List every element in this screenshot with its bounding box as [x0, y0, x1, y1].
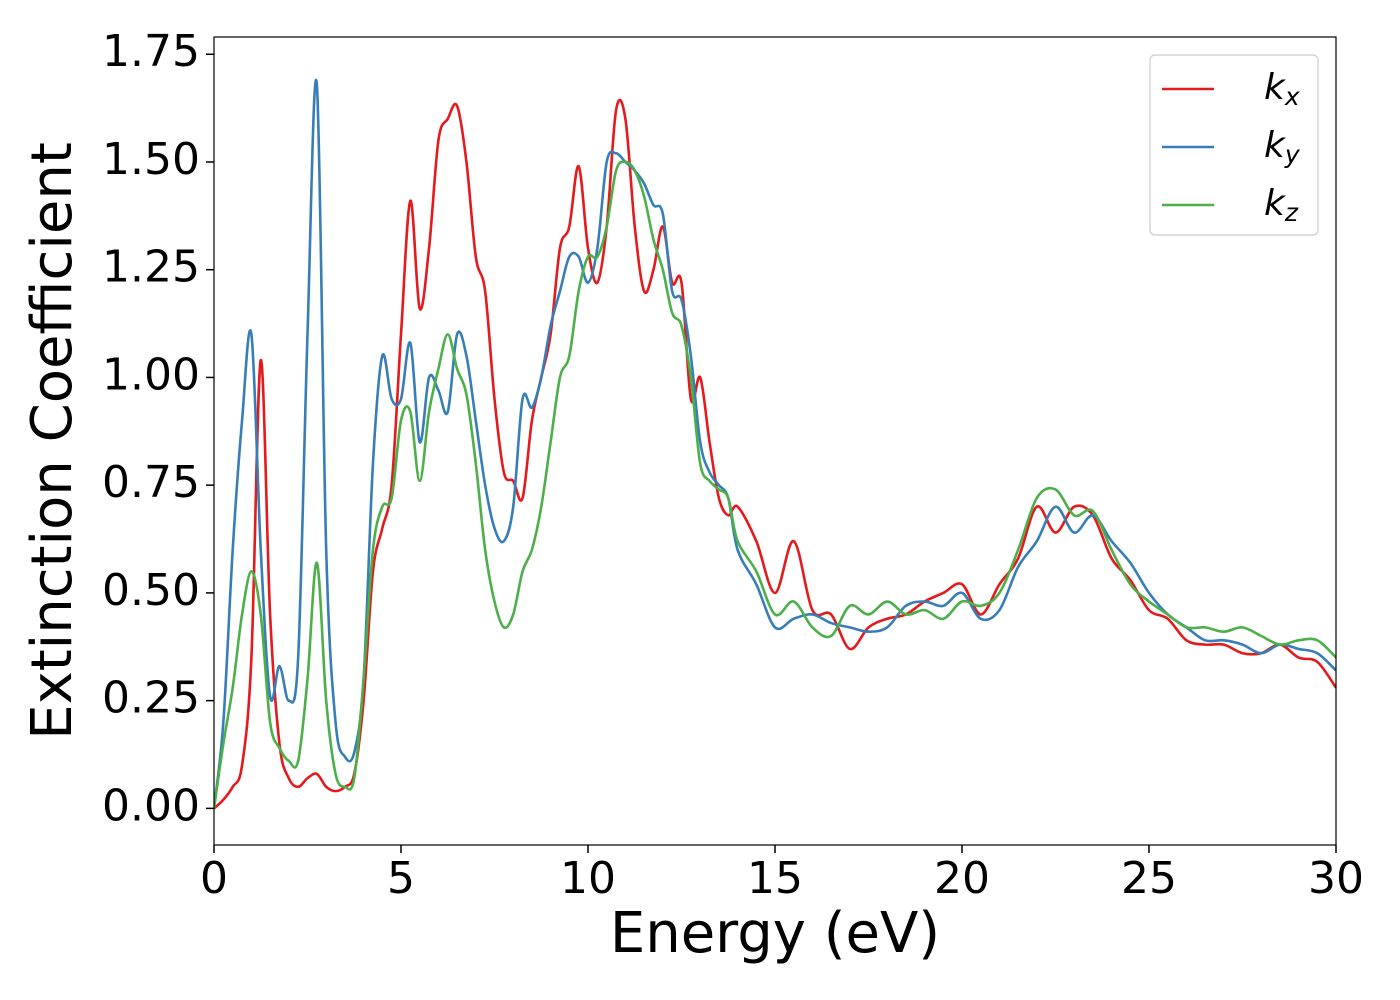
x-tick-label: 25 [1121, 853, 1177, 904]
y-tick-label: 1.25 [102, 242, 200, 293]
plot-frame [213, 36, 1337, 846]
legend-label: kz [1264, 183, 1299, 227]
y-tick-label: 0.75 [102, 457, 200, 508]
y-tick-label: 0.50 [102, 565, 200, 616]
legend-label: ky [1264, 125, 1301, 169]
x-tick-label: 20 [934, 853, 990, 904]
line-series [214, 98, 1336, 810]
line-series [214, 160, 1336, 809]
x-axis-label: Energy (eV) [610, 901, 940, 966]
x-tick-label: 0 [200, 853, 228, 904]
y-tick-label: 1.00 [102, 349, 200, 400]
line-series [214, 79, 1336, 809]
y-tick-label: 1.50 [102, 134, 200, 185]
x-tick-label: 5 [387, 853, 415, 904]
y-tick-label: 0.00 [102, 780, 200, 831]
y-tick-label: 0.25 [102, 673, 200, 724]
x-tick-label: 30 [1308, 853, 1364, 904]
y-axis-label: Extinction Coefficient [20, 142, 85, 740]
legend-label: kx [1264, 67, 1300, 111]
y-tick-label: 1.75 [102, 26, 200, 77]
x-tick-label: 15 [747, 853, 803, 904]
legend-box [1149, 54, 1319, 236]
x-tick-label: 10 [560, 853, 616, 904]
